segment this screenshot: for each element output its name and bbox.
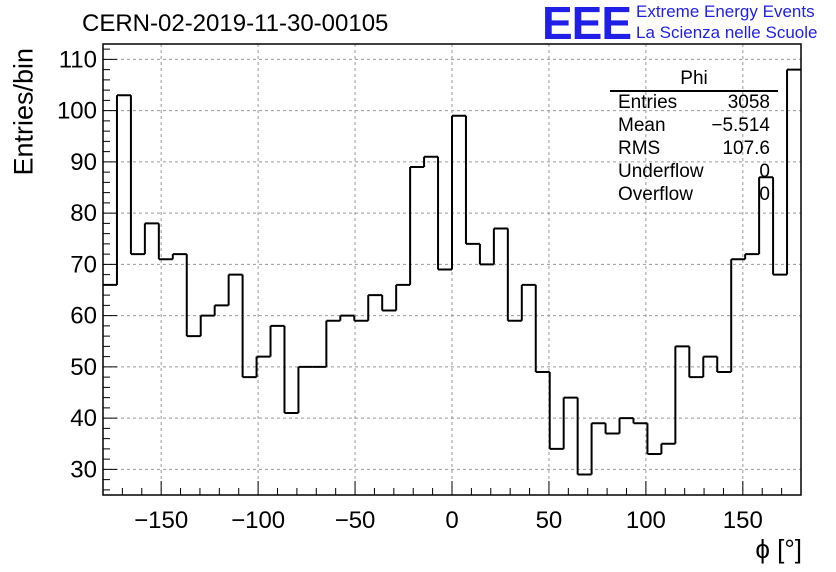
stats-row-entries: Entries 3058: [610, 92, 778, 115]
stats-value: 3058: [728, 92, 770, 114]
stats-title: Phi: [610, 68, 778, 92]
x-tick-label: −50: [335, 507, 376, 534]
y-tick-label: 60: [70, 303, 97, 330]
y-tick-label: 110: [59, 46, 97, 73]
stats-row-mean: Mean −5.514: [610, 115, 778, 138]
x-tick-label: −150: [134, 507, 188, 534]
y-tick-label: 90: [70, 149, 97, 176]
chart-title: CERN-02-2019-11-30-00105: [82, 10, 388, 38]
y-tick-label: 50: [70, 354, 97, 381]
y-tick-label: 30: [70, 456, 97, 483]
stats-label: Underflow: [618, 161, 704, 183]
x-tick-label: 100: [626, 507, 666, 534]
stats-label: Overflow: [618, 184, 693, 206]
x-tick-label: 150: [723, 507, 763, 534]
x-tick-label: −100: [231, 507, 285, 534]
eee-logo: EEE: [542, 0, 631, 46]
y-tick-label: 80: [70, 200, 97, 227]
stats-value: −5.514: [711, 115, 770, 137]
stats-label: Entries: [618, 92, 677, 114]
x-tick-label: 0: [445, 507, 458, 534]
stats-box: Phi Entries 3058 Mean −5.514 RMS 107.6 U…: [610, 68, 778, 207]
stats-row-overflow: Overflow 0: [610, 184, 778, 207]
stats-row-underflow: Underflow 0: [610, 161, 778, 184]
stats-row-rms: RMS 107.6: [610, 138, 778, 161]
logo-line-2: La Scienza nelle Scuole: [636, 23, 817, 43]
stats-value: 0: [759, 161, 770, 183]
y-tick-label: 70: [70, 251, 97, 278]
stats-label: Mean: [618, 115, 666, 137]
logo-line-1: Extreme Energy Events: [636, 2, 815, 22]
x-tick-label: 50: [536, 507, 563, 534]
y-tick-label: 40: [70, 405, 97, 432]
y-tick-label: 100: [57, 98, 97, 125]
stats-label: RMS: [618, 138, 660, 160]
y-axis-label: Entries/bin: [9, 52, 40, 176]
stats-value: 107.6: [722, 138, 770, 160]
stats-value: 0: [759, 184, 770, 206]
x-axis-label: ϕ [°]: [755, 534, 802, 565]
